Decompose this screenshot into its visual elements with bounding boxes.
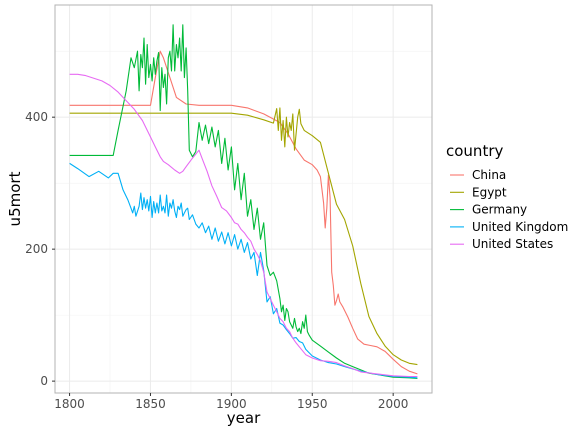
plot-panel [54, 4, 433, 394]
x-axis-title: year [227, 409, 261, 427]
y-tick-label: 0 [40, 374, 48, 388]
panel-border [54, 4, 433, 394]
series-line-egypt [69, 107, 418, 366]
x-tick-label: 1900 [216, 397, 247, 411]
x-axis-ticks: 1800 1850 1900 1950 2000 [54, 393, 408, 411]
legend-label-united-kingdom: United Kingdom [472, 220, 568, 234]
series-line-china [69, 50, 418, 375]
series-line-united-kingdom [69, 162, 418, 379]
y-axis-title: u5mort [6, 171, 24, 226]
legend: country China Egypt Germany United Kingdom U… [446, 142, 568, 251]
x-tick-label: 1850 [135, 397, 166, 411]
legend-label-china: China [472, 168, 506, 182]
legend-title: country [446, 142, 503, 160]
x-tick-label: 1800 [54, 397, 85, 411]
y-tick-label: 400 [25, 110, 48, 124]
y-tick-label: 200 [25, 242, 48, 256]
y-axis-ticks: 0 200 400 [25, 110, 55, 388]
series-line-united-states [69, 73, 418, 378]
legend-items: China Egypt Germany United Kingdom United St… [450, 168, 568, 251]
legend-label-egypt: Egypt [472, 185, 507, 199]
series-line-germany [69, 24, 418, 380]
series-layer [69, 24, 418, 380]
legend-label-germany: Germany [472, 203, 527, 217]
x-tick-label: 2000 [378, 397, 409, 411]
x-tick-label: 1950 [297, 397, 328, 411]
legend-label-united-states: United States [472, 237, 553, 251]
